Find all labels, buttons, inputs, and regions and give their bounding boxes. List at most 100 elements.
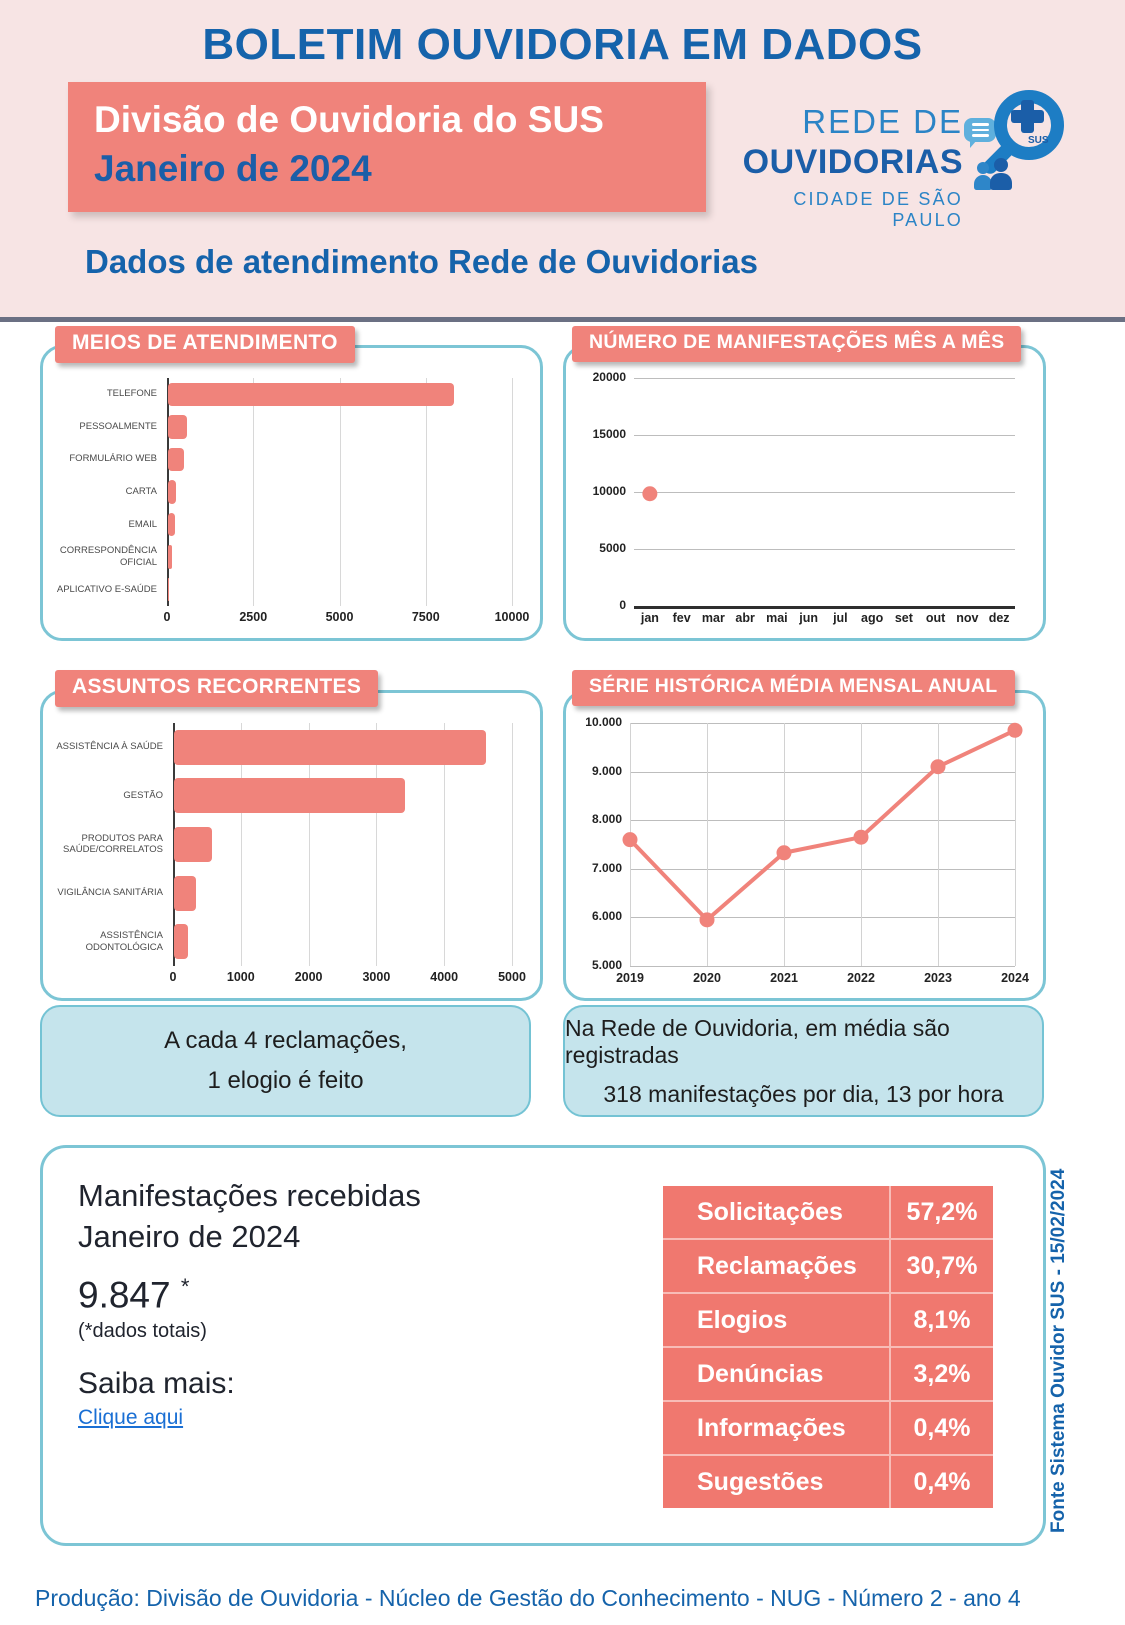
- insight-text: A cada 4 reclamações,: [164, 1027, 407, 1054]
- chart-title-mes-a-mes: NÚMERO DE MANIFESTAÇÕES MÊS A MÊS: [572, 326, 1022, 362]
- bar: [168, 512, 176, 537]
- row-label: Informações: [697, 1413, 846, 1442]
- page-title: BOLETIM OUVIDORIA EM DADOS: [202, 20, 923, 69]
- x-tick-label: 5000: [325, 610, 354, 624]
- insight-text: 318 manifestações por dia, 13 por hora: [603, 1080, 1004, 1107]
- summary-heading-line1: Manifestações recebidas: [78, 1178, 421, 1213]
- bar: [174, 827, 212, 862]
- clique-aqui-link[interactable]: Clique aqui: [78, 1406, 184, 1430]
- y-tick-label: 20000: [592, 370, 626, 384]
- card-assuntos-recorrentes: 0 1000 2000 3000 4000 5000 ASSISTÊNCIA À SAÚDE…: [40, 690, 543, 1001]
- category-label: APLICATIVO E-SAÚDE: [56, 583, 157, 595]
- x-tick-label: 2021: [770, 971, 798, 985]
- card-manifestacoes-mes-a-mes: 20000 15000 10000 5000 0 jan fev mar abr mai jun ju…: [563, 345, 1046, 641]
- grid-line: [634, 435, 1015, 436]
- category-label: TELEFONE: [106, 388, 157, 400]
- category-label: PESSOALMENTE: [79, 420, 157, 432]
- y-tick-label: 10.000: [585, 715, 622, 729]
- grid-line: [376, 723, 378, 966]
- row-value: 3,2%: [889, 1348, 993, 1400]
- card-serie-historica: 10.000 9.000 8.000 7.000 6.000 5.000 2019 2020 2…: [563, 690, 1046, 1001]
- category-label: CARTA: [125, 486, 157, 498]
- speech-bubble-icon: [964, 118, 996, 142]
- category-label: FORMULÁRIO WEB: [69, 453, 157, 465]
- bar: [168, 447, 184, 472]
- category-label: PRODUTOS PARA SAÚDE/CORRELATOS: [63, 832, 163, 856]
- y-tick-label: 5.000: [591, 958, 622, 972]
- grid-line: [630, 868, 1015, 870]
- logo-line1: REDE DE: [802, 103, 963, 140]
- grid-line: [630, 771, 1015, 773]
- category-label: ASSISTÊNCIA ODONTOLÓGICA: [85, 929, 163, 953]
- header-divider: [0, 317, 1125, 322]
- x-tick-label: dez: [988, 611, 1010, 625]
- grid-line: [512, 378, 513, 606]
- x-tick-label: 0: [169, 970, 177, 984]
- grid-line: [634, 606, 1015, 609]
- sus-badge: SUS: [1028, 135, 1049, 146]
- y-tick-label: 10000: [592, 484, 626, 498]
- summary-card: Manifestações recebidas Janeiro de 2024 …: [40, 1145, 1046, 1546]
- grid-line: [707, 723, 708, 966]
- bar: [174, 729, 486, 765]
- bar: [174, 875, 196, 911]
- total-footnote: (*dados totais): [78, 1320, 207, 1343]
- table-row: Solicitações 57,2%: [663, 1186, 993, 1240]
- y-tick-label: 7.000: [591, 860, 622, 875]
- serie-historica-chart: 10.000 9.000 8.000 7.000 6.000 5.000 2019 2020 2…: [578, 715, 1031, 990]
- asterisk-note: *: [180, 1273, 190, 1299]
- x-tick-label: 10000: [494, 610, 530, 624]
- summary-block: Manifestações recebidas Janeiro de 2024 …: [78, 1176, 638, 1430]
- x-tick-label: 2019: [616, 971, 644, 985]
- x-tick-label: 2023: [924, 971, 952, 985]
- logo-wordmark: REDE DE OUVIDORIAS CIDADE DE SÃO PAULO: [735, 103, 963, 231]
- x-tick-label: 2000: [294, 970, 323, 984]
- x-tick-label: jul: [833, 611, 848, 625]
- line-series: [642, 486, 658, 502]
- bar: [168, 577, 169, 602]
- category-label: EMAIL: [128, 518, 157, 530]
- category-label: GESTÃO: [123, 789, 163, 801]
- grid-line: [630, 966, 1015, 967]
- row-value: 30,7%: [889, 1240, 993, 1292]
- grid-line: [444, 723, 446, 966]
- grid-line: [784, 723, 785, 966]
- meios-de-atendimento-chart: 0 2500 5000 7500 10000 TELEFONE PESSOALMENTE FO…: [55, 378, 529, 630]
- x-tick-label: nov: [956, 611, 979, 625]
- row-value: 0,4%: [889, 1456, 993, 1508]
- grid-line: [240, 723, 242, 966]
- chart-title-meios: MEIOS DE ATENDIMENTO: [55, 326, 355, 363]
- line-series: [622, 722, 1023, 928]
- x-tick-label: 1000: [226, 970, 255, 984]
- grid-line: [308, 723, 310, 966]
- row-label: Elogios: [697, 1305, 788, 1334]
- grid-line: [630, 917, 1015, 919]
- bar: [168, 382, 455, 406]
- x-tick-label: 3000: [362, 970, 391, 984]
- table-row: Reclamações 30,7%: [663, 1240, 993, 1294]
- insight-box-media-diaria: Na Rede de Ouvidoria, em média são regis…: [563, 1005, 1044, 1117]
- total-value: 9.847: [78, 1274, 171, 1316]
- sus-cross-icon: [1011, 110, 1044, 123]
- x-tick-label: set: [894, 611, 913, 625]
- grid-line: [425, 378, 427, 606]
- category-label: VIGILÂNCIA SANITÁRIA: [57, 887, 163, 899]
- breakdown-table: Solicitações 57,2% Reclamações 30,7% Elo…: [663, 1186, 993, 1508]
- manifestacoes-mes-a-mes-chart: 20000 15000 10000 5000 0 jan fev mar abr mai jun ju…: [578, 370, 1031, 630]
- x-tick-label: jan: [640, 611, 659, 625]
- grid-line: [630, 820, 1015, 822]
- chart-title-assuntos: ASSUNTOS RECORRENTES: [55, 670, 379, 707]
- insight-text: 1 elogio é feito: [207, 1067, 364, 1094]
- x-tick-label: 7500: [411, 610, 440, 624]
- table-row: Elogios 8,1%: [663, 1294, 993, 1348]
- source-note: Fonte Sistema Ouvidor SUS - 15/02/2024: [1048, 1168, 1069, 1533]
- row-label: Sugestões: [697, 1467, 824, 1496]
- x-tick-label: 2500: [239, 610, 268, 624]
- logo-line2: OUVIDORIAS: [742, 143, 963, 181]
- rede-ouvidorias-logo-icon: SUS: [964, 88, 1080, 210]
- row-value: 0,4%: [889, 1402, 993, 1454]
- x-tick-label: jun: [799, 611, 818, 625]
- footer-credit: Produção: Divisão de Ouvidoria - Núcleo …: [35, 1585, 1021, 1611]
- bar: [168, 545, 173, 569]
